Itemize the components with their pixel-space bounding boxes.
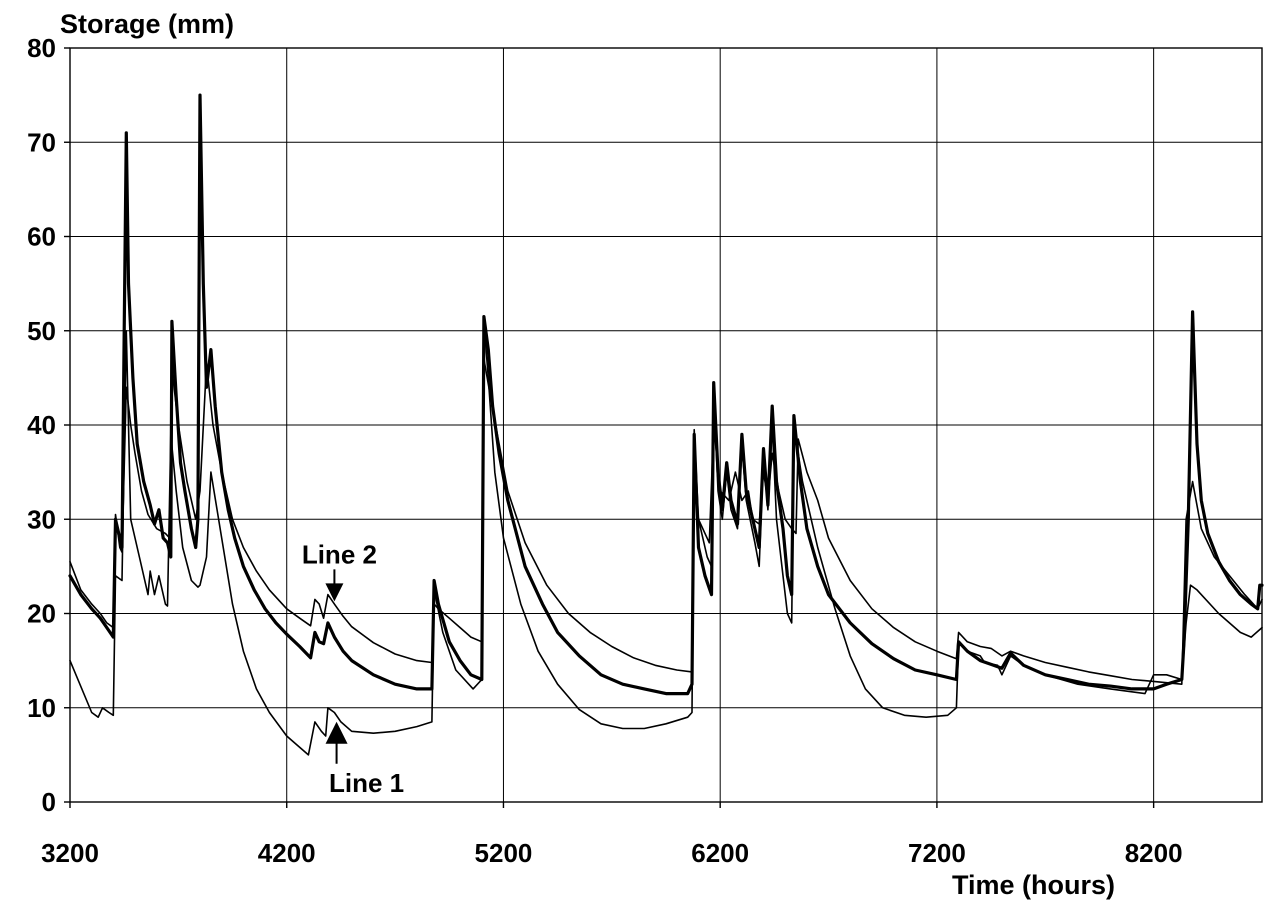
- annotation-line-2: Line 2: [302, 539, 377, 569]
- series-line-3: [68, 93, 1264, 696]
- series-group: [68, 93, 1264, 756]
- y-tick-label: 80: [27, 33, 56, 63]
- x-tick-label: 7200: [908, 838, 966, 868]
- x-tick-label: 3200: [41, 838, 99, 868]
- y-tick-label: 70: [27, 127, 56, 157]
- x-tick-label: 8200: [1125, 838, 1183, 868]
- y-tick-label: 50: [27, 316, 56, 346]
- arrowhead-line-2: [325, 583, 344, 602]
- y-tick-label: 60: [27, 222, 56, 252]
- plot-frame: [69, 47, 1263, 803]
- y-tick-label: 10: [27, 693, 56, 723]
- x-tick-label: 4200: [258, 838, 316, 868]
- x-tick-label: 5200: [475, 838, 533, 868]
- y-tick-label: 40: [27, 410, 56, 440]
- annotations: Line 2 Line 1: [302, 539, 404, 797]
- arrowhead-line-1: [325, 721, 348, 744]
- series-line-1: [69, 320, 1263, 756]
- series-line-2: [69, 358, 1263, 685]
- x-axis-title: Time (hours): [952, 870, 1115, 900]
- annotation-line-1: Line 1: [329, 768, 404, 798]
- y-tick-label: 0: [42, 787, 56, 817]
- y-tick-label: 30: [27, 504, 56, 534]
- y-tick-label: 20: [27, 599, 56, 629]
- y-axis-title: Storage (mm): [60, 9, 234, 39]
- gridlines: [69, 47, 1262, 803]
- x-tick-label: 6200: [691, 838, 749, 868]
- tick-labels: 0 10 20 30 40 50 60 70 80 3200 4200 5200 6200 7200 820…: [27, 33, 1182, 868]
